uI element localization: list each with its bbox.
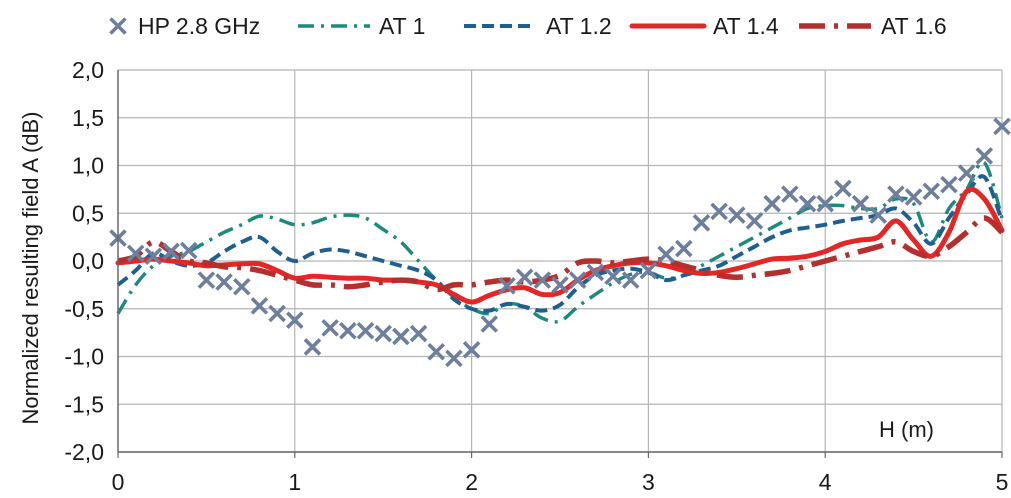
data-point-marker xyxy=(940,175,958,194)
data-point-marker xyxy=(993,117,1011,136)
legend: HP 2.8 GHz AT 1 AT 1.2 AT 1.4 AT 1.6 xyxy=(109,13,947,39)
legend-label: AT 1 xyxy=(379,13,425,39)
data-point-marker xyxy=(781,185,799,203)
legend-item-at-1: AT 1 xyxy=(298,13,425,39)
data-point-marker xyxy=(922,182,941,201)
data-point-marker xyxy=(710,202,728,221)
x-tick-label: 0 xyxy=(112,469,125,495)
data-point-marker xyxy=(480,315,499,333)
x-tick-label: 2 xyxy=(465,469,478,495)
data-point-marker xyxy=(303,338,322,356)
data-point-marker xyxy=(586,263,605,282)
data-point-marker xyxy=(568,271,587,289)
data-point-marker xyxy=(657,245,675,264)
y-tick-label: 1,5 xyxy=(72,105,104,131)
data-point-marker xyxy=(728,206,746,224)
series-layer xyxy=(109,117,1011,368)
y-tick-label: 2,0 xyxy=(72,57,104,83)
axes: 2,0 1,5 1,0 0,5 0,0 -0,5 -1,0 -1,5 -2,0 0 1 2 3 4 5 xyxy=(64,57,1008,495)
data-point-marker xyxy=(462,341,481,359)
data-point-marker xyxy=(268,304,286,323)
legend-item-hp-2-8-ghz: HP 2.8 GHz xyxy=(109,13,260,39)
series-line-at-1-4 xyxy=(115,186,1005,305)
y-tick-label: -0,5 xyxy=(64,296,104,322)
y-tick-label: 0,5 xyxy=(72,200,104,226)
x-tick-label: 3 xyxy=(642,469,655,495)
data-point-marker xyxy=(816,194,834,213)
legend-label: AT 1.4 xyxy=(713,13,779,39)
data-point-marker xyxy=(197,271,216,289)
legend-item-at-1-2: AT 1.2 xyxy=(464,13,612,39)
data-point-marker xyxy=(639,261,658,280)
data-point-marker xyxy=(144,247,163,265)
data-point-marker xyxy=(409,324,428,343)
y-axis-title: Normalized resulting field A (dB) xyxy=(18,111,43,424)
data-point-marker xyxy=(339,321,357,340)
data-point-marker xyxy=(621,271,640,289)
data-point-marker xyxy=(179,241,198,260)
data-point-marker xyxy=(957,164,976,182)
data-point-marker xyxy=(604,267,622,286)
data-point-marker xyxy=(515,268,534,287)
data-point-marker xyxy=(250,297,269,315)
series-hp-2-8-ghz xyxy=(109,117,1011,368)
data-point-marker xyxy=(533,271,552,289)
data-point-marker xyxy=(763,194,781,213)
legend-label: AT 1.6 xyxy=(881,13,947,39)
legend-swatch xyxy=(109,17,127,35)
data-point-marker xyxy=(887,185,905,203)
data-point-marker xyxy=(851,194,870,213)
series-line-at-1-2 xyxy=(116,174,1004,313)
data-point-marker xyxy=(869,206,888,224)
x-axis-title: H (m) xyxy=(879,417,934,442)
legend-item-at-1-6: AT 1.6 xyxy=(799,13,947,39)
legend-label: AT 1.2 xyxy=(546,13,612,39)
y-tick-label: -2,0 xyxy=(64,439,104,465)
data-point-marker xyxy=(904,188,923,206)
data-point-marker xyxy=(798,194,817,213)
data-point-marker xyxy=(321,319,339,337)
legend-label: HP 2.8 GHz xyxy=(138,13,260,39)
data-point-marker xyxy=(126,244,145,263)
series-line-at-1-6 xyxy=(117,215,1004,293)
data-point-marker xyxy=(215,273,233,291)
y-tick-label: 1,0 xyxy=(72,153,104,179)
data-point-marker xyxy=(745,212,764,230)
legend-item-at-1-4: AT 1.4 xyxy=(629,13,779,39)
data-point-marker xyxy=(975,147,994,165)
data-point-marker xyxy=(356,321,375,340)
x-tick-label: 4 xyxy=(819,469,832,495)
data-point-marker xyxy=(445,349,463,368)
data-point-marker xyxy=(427,342,446,361)
data-point-marker xyxy=(392,327,410,346)
y-tick-label: -1,0 xyxy=(64,344,104,370)
x-tick-label: 1 xyxy=(288,469,301,495)
data-point-marker xyxy=(692,214,711,232)
data-point-marker xyxy=(551,276,569,294)
data-point-marker xyxy=(374,324,392,343)
data-point-marker xyxy=(498,277,516,295)
data-point-marker xyxy=(162,242,180,261)
data-point-marker xyxy=(834,179,852,198)
x-tick-label: 5 xyxy=(996,469,1009,495)
data-point-marker xyxy=(232,278,251,296)
data-point-marker xyxy=(286,311,304,329)
y-tick-label: -1,5 xyxy=(64,391,104,417)
data-point-marker xyxy=(674,239,693,258)
y-tick-label: 0,0 xyxy=(72,248,104,274)
